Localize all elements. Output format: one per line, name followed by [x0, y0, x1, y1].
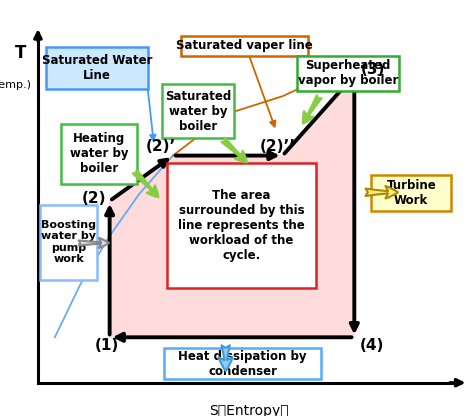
Text: Heat dissipation by
condenser: Heat dissipation by condenser	[178, 349, 307, 377]
Text: Saturated
water by
boiler: Saturated water by boiler	[165, 89, 231, 133]
FancyBboxPatch shape	[164, 348, 320, 379]
FancyBboxPatch shape	[46, 47, 147, 89]
Text: Saturated vaper line: Saturated vaper line	[176, 40, 313, 52]
FancyBboxPatch shape	[166, 163, 316, 288]
Text: Superheated
vapor by boiler: Superheated vapor by boiler	[298, 59, 398, 87]
FancyBboxPatch shape	[371, 175, 451, 211]
Text: (Temp.): (Temp.)	[0, 80, 31, 90]
FancyBboxPatch shape	[182, 36, 308, 56]
Text: (2)’: (2)’	[146, 139, 176, 154]
Text: The area
surrounded by this
line represents the
workload of the
cycle.: The area surrounded by this line represe…	[178, 189, 305, 262]
Text: (2): (2)	[82, 191, 107, 206]
Polygon shape	[109, 75, 354, 337]
Text: (4): (4)	[360, 338, 384, 353]
FancyBboxPatch shape	[61, 124, 137, 183]
FancyBboxPatch shape	[297, 56, 399, 91]
Text: (2)’’: (2)’’	[259, 139, 295, 154]
FancyBboxPatch shape	[163, 84, 234, 138]
Text: Boosting
water by
pump
work: Boosting water by pump work	[41, 220, 96, 265]
Text: Turbine
Work: Turbine Work	[386, 179, 436, 207]
FancyBboxPatch shape	[40, 205, 97, 280]
Text: (1): (1)	[95, 338, 119, 353]
Text: Heating
water by
boiler: Heating water by boiler	[70, 132, 128, 175]
Text: (3): (3)	[361, 62, 385, 77]
Text: S（Entropy）: S（Entropy）	[209, 404, 289, 416]
Text: T: T	[15, 44, 27, 62]
Text: Saturated Water
Line: Saturated Water Line	[42, 54, 152, 82]
